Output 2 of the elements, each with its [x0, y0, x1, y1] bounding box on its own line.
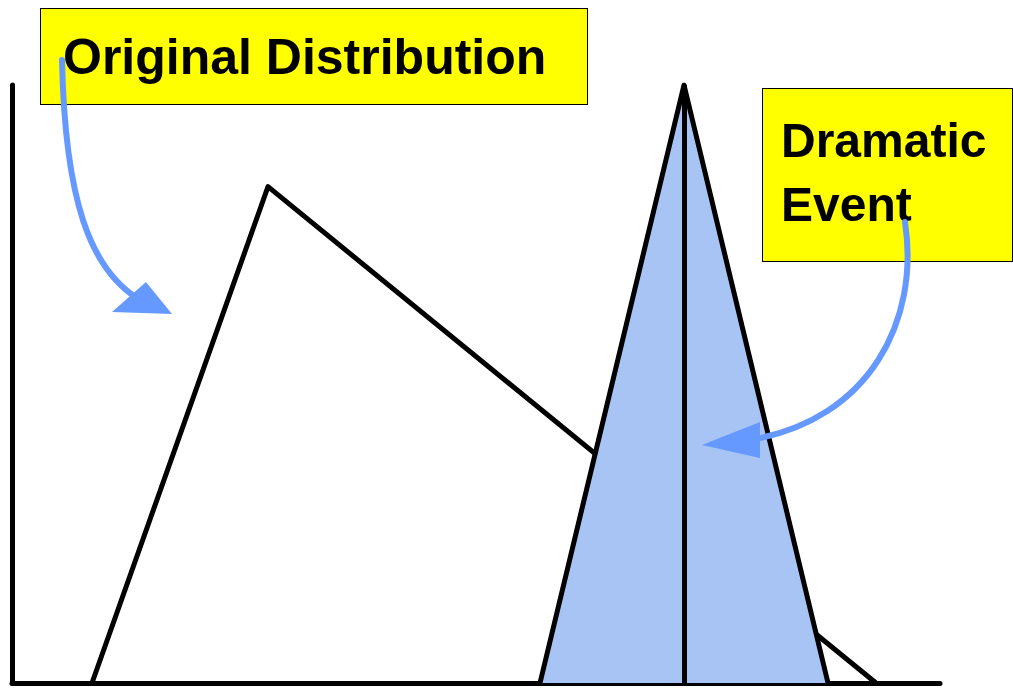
annotation: Dramatic Event — [762, 88, 1013, 262]
text: Original Distribution — [40, 8, 588, 105]
